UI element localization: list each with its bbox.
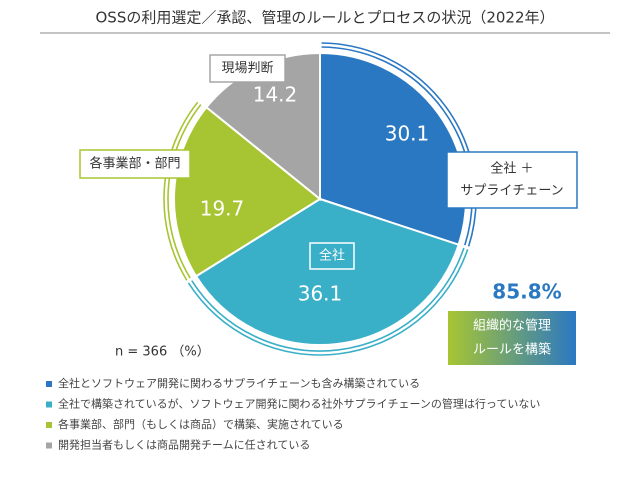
legend-swatch xyxy=(46,381,52,387)
value-label: 19.7 xyxy=(200,197,245,221)
category-box xyxy=(309,242,355,270)
callout-box xyxy=(448,311,576,365)
pie-slice xyxy=(173,105,322,278)
category-box xyxy=(209,54,286,83)
value-label: 14.2 xyxy=(253,83,298,107)
category-label: 全社 ＋ xyxy=(490,161,533,177)
value-label: 30.1 xyxy=(385,122,430,146)
callout-line: 組織的な管理 xyxy=(473,318,551,334)
callout-value: 85.8% xyxy=(492,280,561,304)
pie-slice xyxy=(319,51,467,246)
category-label: 全社 xyxy=(319,248,345,264)
outer-ring xyxy=(191,247,465,352)
callout-line: ルールを構築 xyxy=(473,343,551,358)
legend-swatch xyxy=(46,422,52,428)
value-label: 36.1 xyxy=(298,282,343,306)
category-box xyxy=(79,149,191,179)
legend-swatch xyxy=(46,401,52,408)
legend-label: 各事業部、部門（もしくは商品）で構築、実施されている xyxy=(58,417,344,431)
category-label: 現場判断 xyxy=(221,61,273,76)
category-box xyxy=(446,151,578,209)
legend-label: 開発担当者もしくは商品開発チームに任されている xyxy=(58,438,310,452)
category-label: 各事業部・部門 xyxy=(89,156,180,172)
outer-ring xyxy=(187,249,469,356)
outer-ring xyxy=(163,101,199,281)
legend-label: 全社とソフトウェア開発に関わるサプライチェーンも含み構築されている xyxy=(58,376,420,390)
outer-ring xyxy=(167,104,202,279)
category-label: サプライチェーン xyxy=(460,184,563,199)
note: n = 366 （%） xyxy=(115,345,210,360)
legend-swatch xyxy=(46,442,52,449)
chart-title: OSSの利用選定／承認、管理のルールとプロセスの状況（2022年） xyxy=(95,9,554,27)
legend-label: 全社で構築されているが、ソフトウェア開発に関わる社外サプライチェーンの管理は行っ… xyxy=(58,397,540,411)
